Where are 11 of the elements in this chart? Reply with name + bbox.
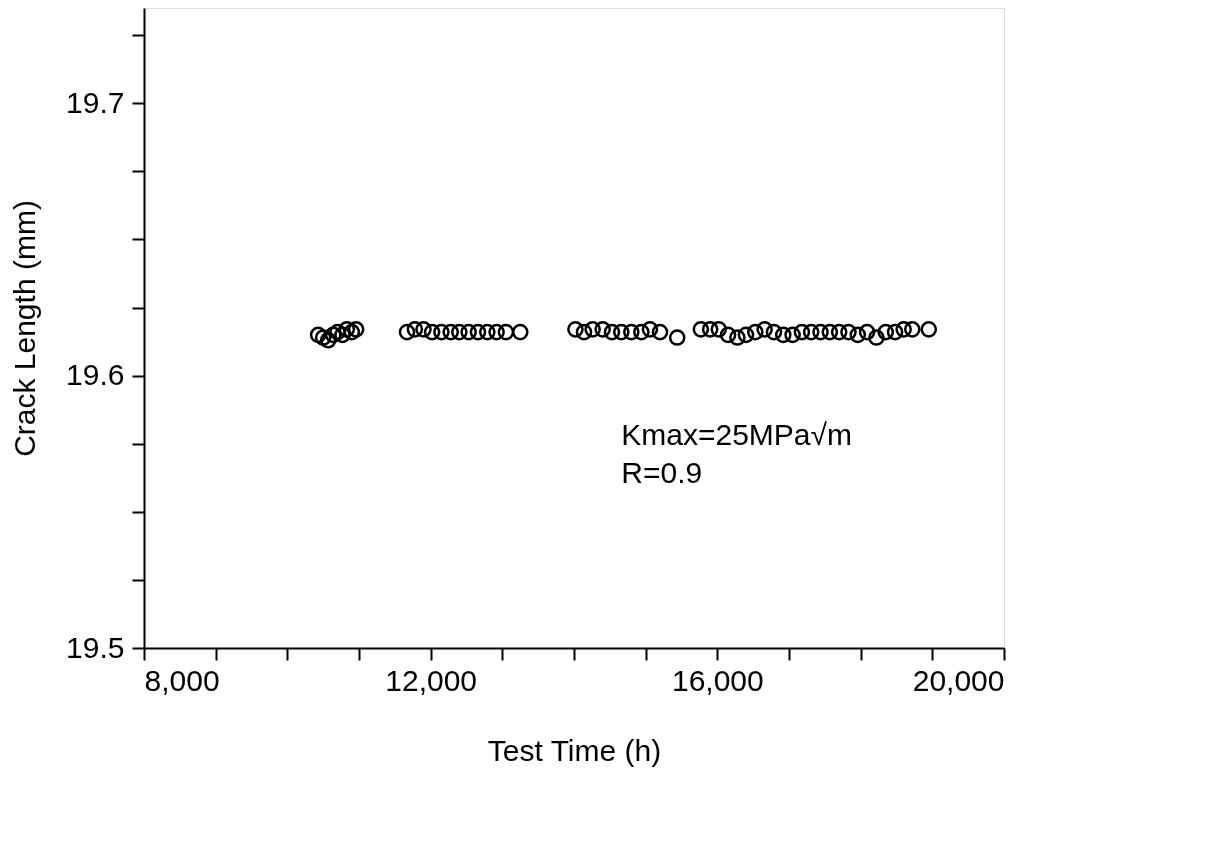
y-tick-label: 19.7 [66,85,125,119]
x-tick-label: 16,000 [671,663,764,697]
annotation: Kmax=25MPa√m [621,417,853,451]
y-tick-label: 19.6 [66,358,125,392]
x-tick-label: 20,000 [912,663,1005,697]
x-tick-label: 12,000 [385,663,478,697]
x-tick-label: 8,000 [144,663,220,697]
annotation: R=0.9 [621,455,703,489]
y-tick-label: 19.5 [66,630,125,664]
x-axis-title: Test Time (h) [487,733,662,767]
y-axis-title: Crack Length (mm) [8,200,42,457]
